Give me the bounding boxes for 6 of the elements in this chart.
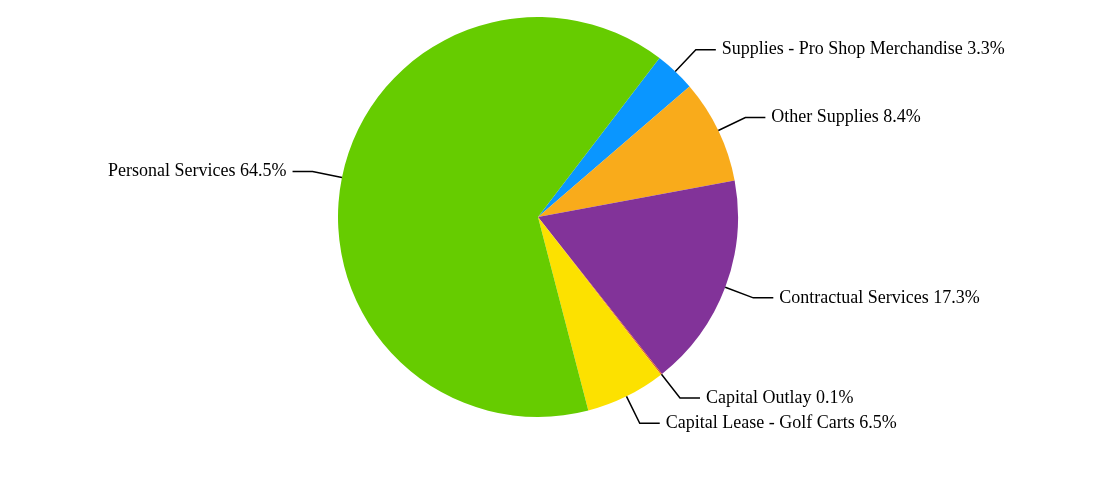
slice-label: Other Supplies 8.4% xyxy=(771,106,921,127)
slice-label: Supplies - Pro Shop Merchandise 3.3% xyxy=(721,38,1005,59)
slice-label: Personal Services 64.5% xyxy=(108,160,287,181)
slice-label: Capital Lease - Golf Carts 6.5% xyxy=(665,412,897,432)
slice-label: Capital Outlay 0.1% xyxy=(706,386,854,407)
slice-label: Contractual Services 17.3% xyxy=(779,286,980,307)
